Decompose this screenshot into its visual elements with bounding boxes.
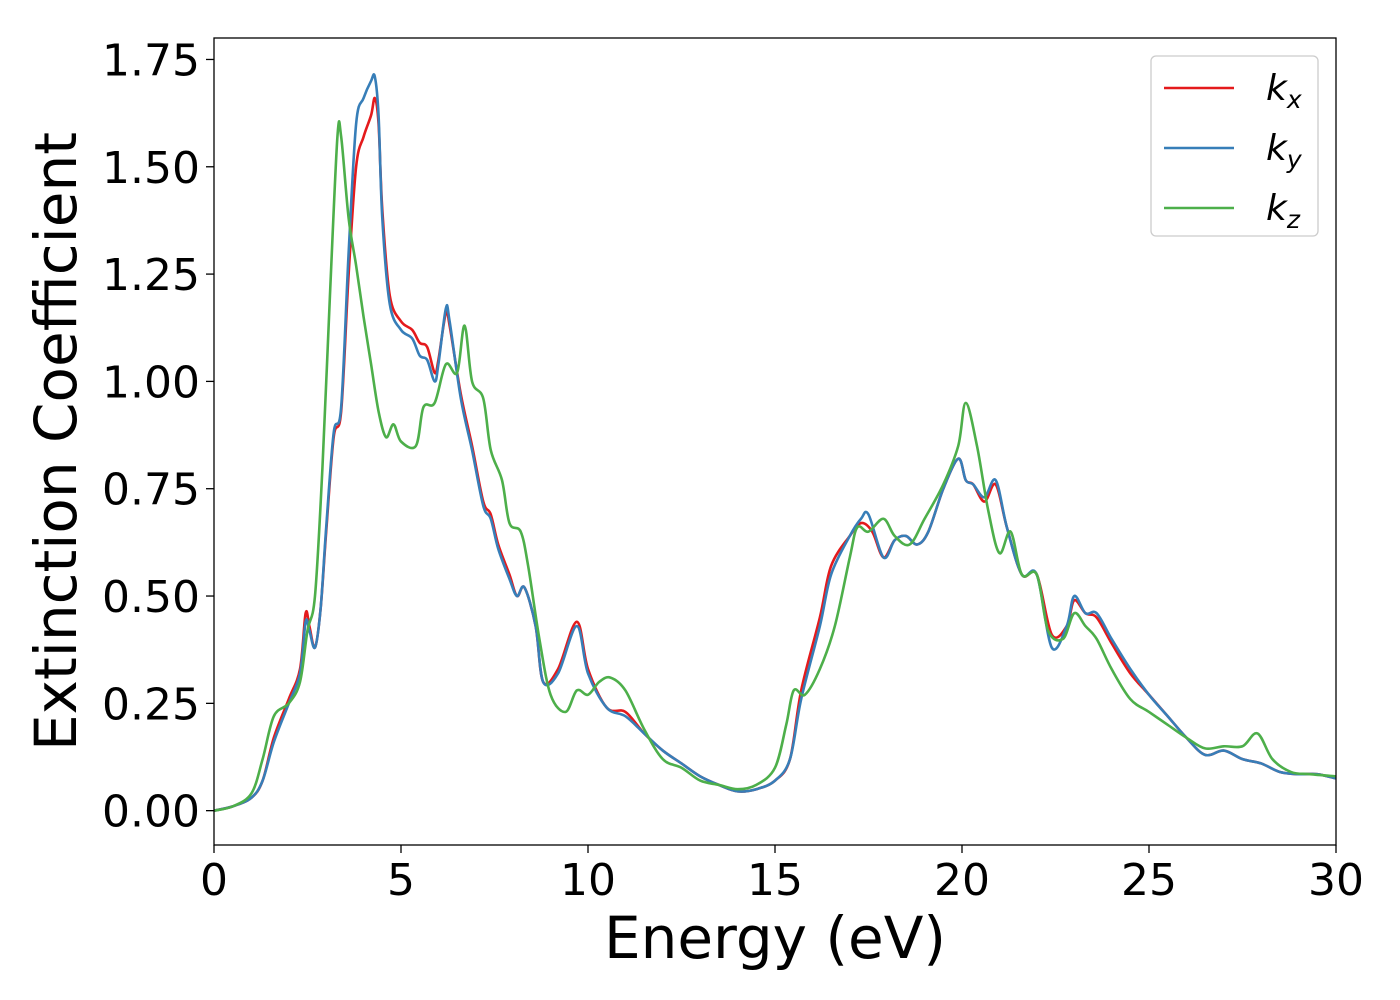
x-tick-label: 5 (387, 855, 415, 906)
legend-label-main: k (1266, 128, 1289, 169)
legend-label-subscript: z (1286, 205, 1301, 234)
y-tick-label: 0.25 (102, 679, 200, 730)
y-tick-label: 1.50 (102, 143, 200, 194)
x-tick-label: 15 (747, 855, 803, 906)
legend-label: kz (1266, 188, 1301, 234)
series-line-ky (214, 73, 1336, 812)
y-axis-title: Extinction Coefficient (22, 132, 90, 751)
y-tick-label: 1.75 (102, 35, 200, 86)
x-axis-ticks: 0 5 10 15 20 25 30 (200, 845, 1364, 906)
legend-label-main: k (1266, 188, 1289, 229)
legend-label-subscript: x (1286, 85, 1302, 114)
x-tick-label: 30 (1308, 855, 1364, 906)
series-layer (214, 73, 1336, 812)
x-axis-title: Energy (eV) (604, 904, 946, 972)
series-line-kz (214, 120, 1336, 812)
y-tick-label: 1.00 (102, 357, 200, 408)
y-tick-label: 1.25 (102, 250, 200, 301)
y-axis-ticks: 0.00 0.25 0.50 0.75 1.00 1.25 1.50 1.75 (102, 35, 214, 838)
y-tick-label: 0.00 (102, 787, 200, 838)
legend-label: kx (1266, 68, 1302, 114)
x-tick-label: 10 (560, 855, 616, 906)
legend-label: ky (1266, 128, 1303, 174)
y-tick-label: 0.75 (102, 465, 200, 516)
x-tick-label: 0 (200, 855, 228, 906)
x-tick-label: 20 (934, 855, 990, 906)
legend-label-main: k (1266, 68, 1289, 109)
y-tick-label: 0.50 (102, 572, 200, 623)
x-tick-label: 25 (1121, 855, 1177, 906)
legend-box (1150, 55, 1319, 237)
legend-label-subscript: y (1286, 145, 1303, 174)
